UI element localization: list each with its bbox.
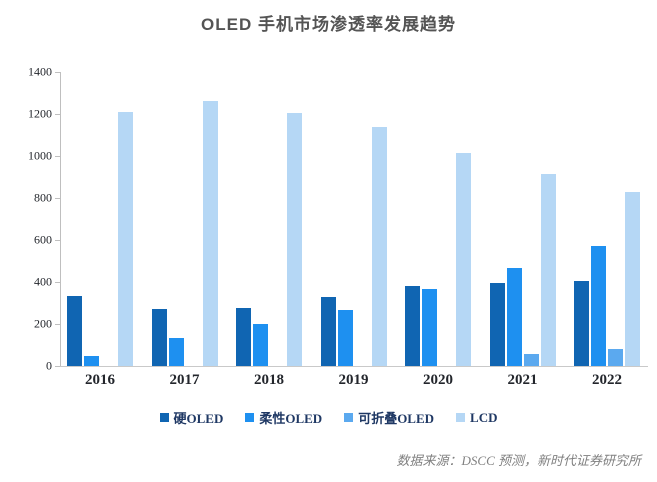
bar-LCD-2016: [118, 112, 133, 366]
bar-柔性OLED-2018: [253, 324, 268, 366]
legend-swatch-icon: [344, 413, 354, 422]
x-tick-label: 2020: [423, 372, 453, 388]
y-tick-mark: [55, 114, 60, 115]
y-tick-label: 1400: [28, 64, 52, 79]
y-tick-mark: [55, 156, 60, 157]
legend-item-可折叠OLED: 可折叠OLED: [344, 408, 434, 427]
y-tick-label: 200: [34, 316, 52, 331]
bar-group-2018: [236, 72, 302, 366]
y-tick-label: 1200: [28, 106, 52, 121]
bar-LCD-2021: [540, 174, 556, 366]
y-tick-label: 0: [46, 358, 52, 373]
x-tick-label: 2017: [169, 372, 200, 388]
bar-可折叠OLED-2021: [523, 354, 539, 366]
y-tick-mark: [55, 198, 60, 199]
bar-group-2017: [151, 72, 218, 366]
bar-硬OLED-2018: [236, 308, 251, 366]
bar-group-2021: [489, 72, 556, 366]
legend-item-柔性OLED: 柔性OLED: [245, 408, 322, 427]
legend-item-硬OLED: 硬OLED: [159, 408, 224, 427]
y-tick-mark: [55, 240, 60, 241]
y-tick-label: 600: [34, 232, 52, 247]
bar-LCD-2017: [202, 101, 218, 366]
y-tick-mark: [55, 366, 60, 367]
y-tick-mark: [55, 282, 60, 283]
y-axis-line: [60, 72, 61, 366]
x-axis-line: [60, 366, 648, 367]
x-tick-label: 2022: [592, 372, 622, 388]
bar-LCD-2018: [287, 113, 302, 366]
x-tick-label: 2018: [254, 372, 284, 388]
bar-group-2020: [405, 72, 471, 366]
legend-label: 柔性OLED: [259, 411, 323, 426]
legend-swatch-icon: [245, 413, 255, 422]
legend-swatch-icon: [159, 413, 169, 422]
bar-柔性OLED-2019: [337, 310, 353, 366]
chart-title: OLED 手机市场渗透率发展趋势: [201, 15, 456, 34]
legend-label: 可折叠OLED: [358, 411, 435, 426]
bar-可折叠OLED-2022: [608, 349, 623, 366]
y-tick-label: 400: [34, 274, 52, 289]
y-tick-label: 800: [34, 190, 52, 205]
bar-group-2022: [574, 72, 640, 366]
bar-group-2016: [67, 72, 133, 366]
y-tick-mark: [55, 324, 60, 325]
bar-柔性OLED-2021: [506, 268, 522, 366]
legend-label: 硬OLED: [173, 411, 224, 426]
bar-硬OLED-2017: [151, 309, 167, 366]
bar-柔性OLED-2016: [84, 356, 99, 366]
bar-硬OLED-2022: [574, 281, 589, 366]
source-note: 数据来源：DSCC 预测，新时代证券研究所: [396, 453, 641, 468]
x-axis-labels: 2016 2017 2018 2019 2020 2021 2022: [61, 372, 648, 389]
y-tick-label: 1000: [28, 148, 52, 163]
bar-柔性OLED-2022: [591, 246, 606, 366]
legend: 硬OLED 柔性OLED 可折叠OLED LCD: [0, 408, 657, 427]
legend-item-LCD: LCD: [456, 410, 497, 426]
bar-LCD-2019: [371, 127, 387, 366]
bar-柔性OLED-2017: [168, 338, 184, 366]
bar-硬OLED-2016: [67, 296, 82, 366]
legend-label: LCD: [470, 409, 498, 425]
bar-LCD-2022: [625, 192, 640, 366]
x-tick-label: 2021: [507, 372, 538, 388]
bar-柔性OLED-2020: [422, 289, 437, 366]
bar-group-2019: [320, 72, 387, 366]
x-tick-label: 2019: [338, 372, 369, 388]
x-tick-label: 2016: [85, 372, 115, 388]
y-tick-mark: [55, 72, 60, 73]
legend-swatch-icon: [456, 413, 466, 422]
bar-硬OLED-2020: [405, 286, 420, 366]
bar-硬OLED-2021: [489, 283, 505, 366]
bar-LCD-2020: [456, 153, 471, 366]
bar-硬OLED-2019: [320, 297, 336, 366]
plot-area: [61, 72, 648, 366]
